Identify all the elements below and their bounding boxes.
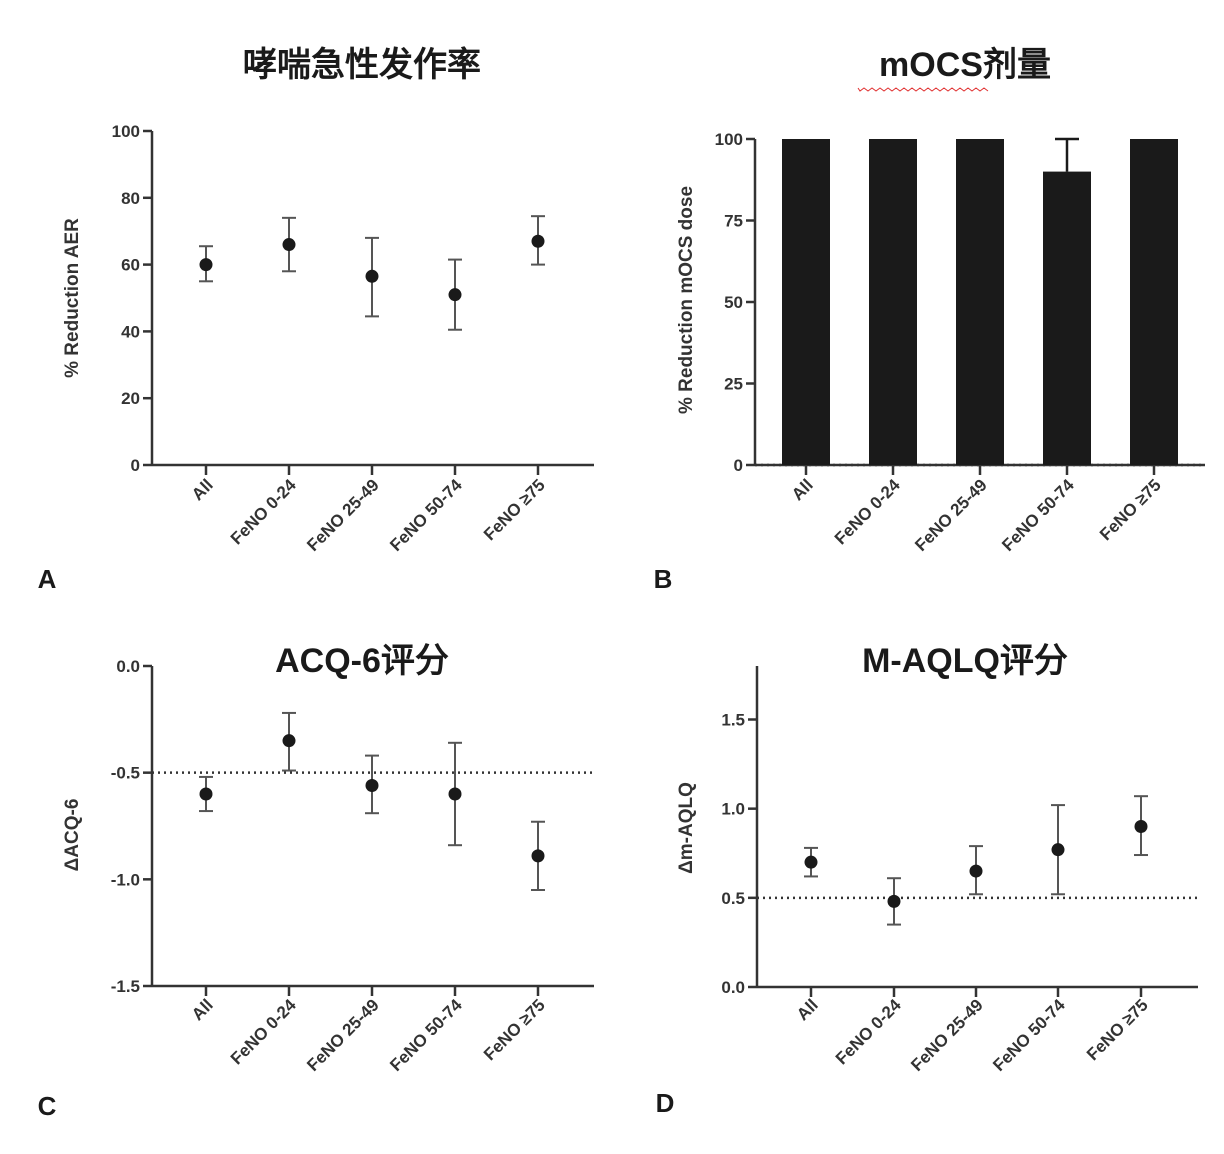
bar xyxy=(1130,139,1178,465)
y-tick-label: 0.0 xyxy=(721,978,745,997)
panel-a: 哮喘急性发作率 A % Reduction AER 0 20 40 60 80 100 All Fe… xyxy=(38,46,594,594)
bar xyxy=(869,139,917,465)
data-point xyxy=(199,787,213,801)
x-tick-label: FeNO 50-74 xyxy=(998,475,1078,555)
y-tick-label: 100 xyxy=(715,130,743,149)
y-tick-label: 1.0 xyxy=(721,800,745,819)
chart-title: ACQ-6评分 xyxy=(275,642,449,680)
x-tick-label: FeNO ≥75 xyxy=(1096,475,1165,544)
y-axis-label: Δm-AQLQ xyxy=(676,782,697,874)
x-tick-label: FeNO 0-24 xyxy=(831,475,904,548)
data-point xyxy=(448,787,462,801)
bar xyxy=(782,139,830,465)
x-tick-label: All xyxy=(788,475,817,504)
x-tick-label: FeNO 50-74 xyxy=(386,995,466,1075)
data-point xyxy=(969,864,983,878)
data-point xyxy=(282,238,296,252)
y-tick-label: 0 xyxy=(131,456,140,475)
y-tick-label: -1.5 xyxy=(111,977,140,996)
data-point xyxy=(365,778,379,792)
x-tick-label: FeNO 0-24 xyxy=(832,995,905,1068)
y-tick-label: 50 xyxy=(724,293,743,312)
data-point xyxy=(365,269,379,283)
panel-letter: A xyxy=(38,564,57,594)
x-tick-label: FeNO ≥75 xyxy=(1083,995,1152,1064)
x-tick-label: FeNO ≥75 xyxy=(480,475,549,544)
x-tick-label: FeNO 0-24 xyxy=(227,475,300,548)
y-tick-label: 25 xyxy=(724,375,743,394)
data-point xyxy=(804,855,818,869)
bar xyxy=(1043,171,1091,465)
x-tick-label: FeNO 25-49 xyxy=(303,475,383,555)
data-point xyxy=(1134,820,1148,833)
panel-letter: B xyxy=(654,564,673,594)
y-tick-label: -1.0 xyxy=(111,870,140,889)
panel-c: ACQ-6评分 C ΔACQ-6 -1.5 -1.0 -0.5 0.0 All FeNO 0-2… xyxy=(38,642,594,1121)
bar xyxy=(956,139,1004,465)
panel-letter: C xyxy=(38,1091,57,1121)
y-tick-label: -0.5 xyxy=(111,764,140,783)
x-tick-label: FeNO 25-49 xyxy=(911,475,991,555)
panel-letter: D xyxy=(656,1088,675,1118)
y-tick-label: 0 xyxy=(734,456,743,475)
chart-title: 哮喘急性发作率 xyxy=(243,46,481,84)
data-point xyxy=(887,894,901,908)
y-tick-label: 40 xyxy=(121,322,140,341)
x-tick-label: FeNO 0-24 xyxy=(227,995,300,1068)
x-tick-label: All xyxy=(793,995,822,1024)
chart-title: mOCS剂量 xyxy=(879,46,1051,84)
y-tick-label: 0.0 xyxy=(116,657,140,676)
y-axis-label: % Reduction AER xyxy=(62,218,83,378)
panel-d: M-AQLQ评分 D Δm-AQLQ 0.0 0.5 1.0 1.5 All FeNO 0-24… xyxy=(656,642,1198,1118)
data-point xyxy=(199,258,213,272)
data-point xyxy=(282,734,296,748)
y-tick-label: 20 xyxy=(121,389,140,408)
y-tick-label: 80 xyxy=(121,189,140,208)
x-tick-label: FeNO 50-74 xyxy=(386,475,466,555)
x-tick-label: FeNO ≥75 xyxy=(480,995,549,1064)
x-tick-label: FeNO 25-49 xyxy=(907,995,987,1075)
data-point xyxy=(531,849,545,863)
panel-b: mOCS剂量 B % Reduction mOCS dose 0 25 50 75 100 Al… xyxy=(654,46,1205,594)
y-tick-label: 1.5 xyxy=(721,711,745,730)
y-tick-label: 0.5 xyxy=(721,889,745,908)
x-tick-label: All xyxy=(188,475,217,504)
data-point xyxy=(1051,843,1065,857)
x-tick-label: FeNO 50-74 xyxy=(989,995,1069,1075)
y-tick-label: 75 xyxy=(724,212,743,231)
y-tick-label: 100 xyxy=(112,122,140,141)
x-tick-label: FeNO 25-49 xyxy=(303,995,383,1075)
data-point xyxy=(448,288,462,302)
y-tick-label: 60 xyxy=(121,256,140,275)
chart-title: M-AQLQ评分 xyxy=(862,642,1068,680)
x-tick-label: All xyxy=(188,995,217,1024)
y-axis-label: % Reduction mOCS dose xyxy=(676,186,697,414)
spellcheck-underline xyxy=(857,87,989,92)
data-point xyxy=(531,234,545,248)
y-axis-label: ΔACQ-6 xyxy=(62,799,83,872)
